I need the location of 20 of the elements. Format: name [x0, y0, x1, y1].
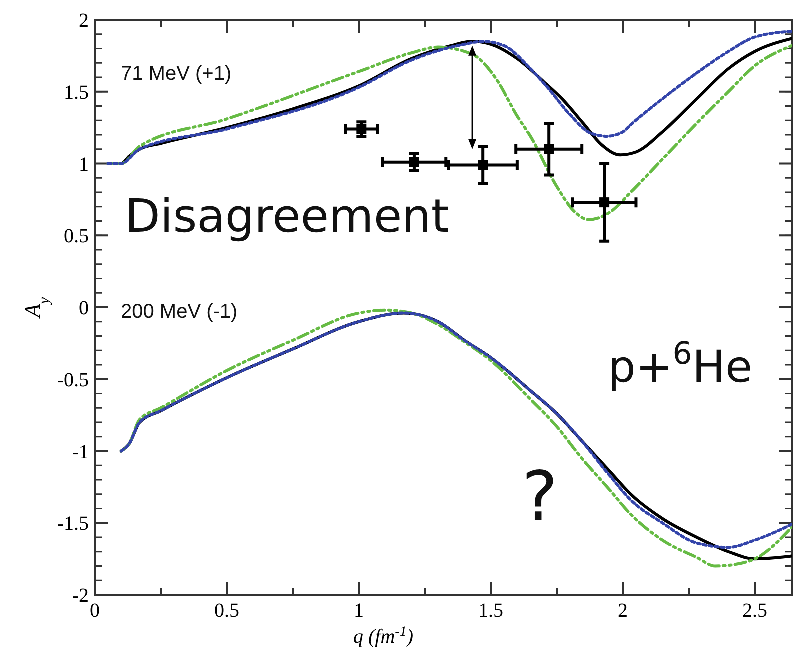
y-tick-label: -1.5: [57, 513, 89, 536]
annotation: 200 MeV (-1): [121, 301, 238, 323]
y-tick-label: 2: [79, 10, 89, 32]
y-tick-label: 0: [79, 298, 89, 320]
annotation: ?: [522, 458, 558, 537]
y-tick-label: -1: [72, 441, 89, 464]
y-tick-label: -0.5: [57, 369, 89, 392]
x-tick-label: 1.5: [478, 600, 504, 622]
y-tick-label: 1.5: [64, 82, 89, 104]
annotation: 71 MeV (+1): [121, 63, 232, 85]
y-tick-label: -2: [72, 585, 89, 607]
x-tick-label: 2.5: [742, 600, 768, 622]
x-tick-label: 2: [618, 600, 628, 622]
annotation: p+$^{6}$He: [608, 336, 753, 393]
annotation: Disagreement: [125, 189, 450, 243]
x-tick-label: 1: [354, 600, 364, 622]
x-tick-label: 0.5: [214, 600, 240, 622]
y-tick-label: 0.5: [64, 226, 89, 248]
x-axis-title: q (fm$^{-1}$): [353, 624, 414, 648]
y-tick-label: 1: [79, 154, 89, 176]
